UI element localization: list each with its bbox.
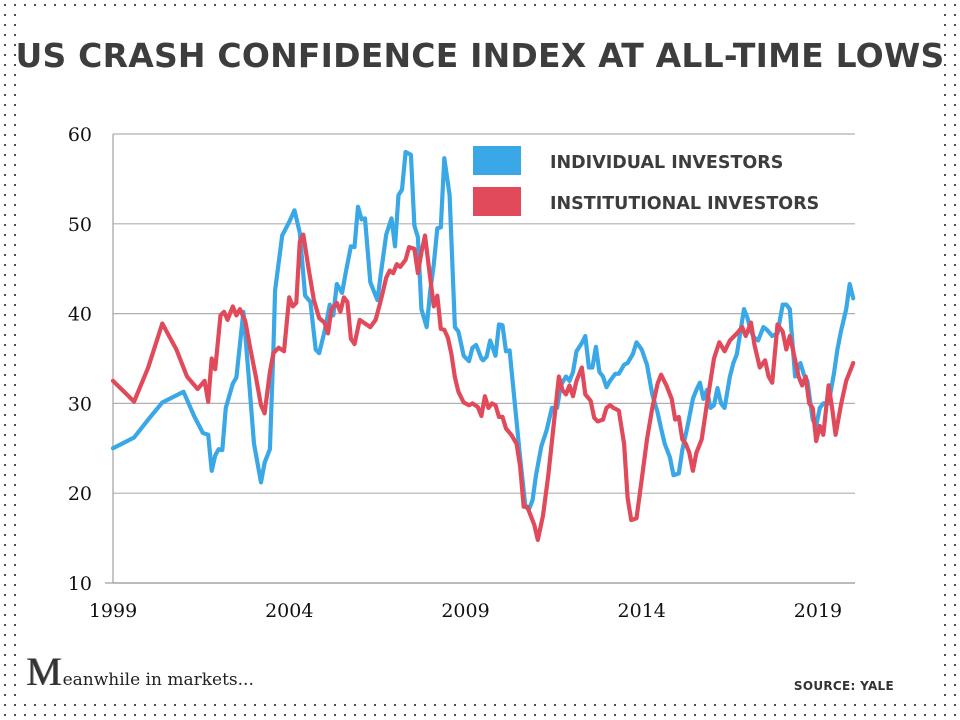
legend-label: INDIVIDUAL INVESTORS bbox=[550, 153, 783, 173]
x-tick-label: 2014 bbox=[618, 600, 666, 622]
x-tick-label: 2009 bbox=[441, 600, 489, 622]
x-tick-label: 2019 bbox=[794, 600, 842, 622]
y-tick-label: 10 bbox=[68, 573, 92, 595]
brand-text: eanwhile in markets... bbox=[62, 670, 254, 690]
y-tick-label: 50 bbox=[68, 214, 92, 236]
axes bbox=[105, 134, 855, 584]
y-tick-label: 60 bbox=[68, 124, 92, 146]
y-tick-label: 40 bbox=[68, 304, 92, 326]
x-tick-labels: 1999 2004 2009 2014 2019 bbox=[89, 600, 842, 622]
series-lines bbox=[110, 149, 856, 542]
legend-swatch-institutional bbox=[473, 187, 521, 216]
legend: INDIVIDUAL INVESTORS INSTITUTIONAL INVEST… bbox=[473, 146, 819, 216]
brand-logo: M eanwhile in markets... bbox=[26, 649, 254, 694]
series-line-institutional bbox=[110, 232, 856, 542]
legend-swatch-individual bbox=[473, 146, 521, 175]
chart-title: US CRASH CONFIDENCE INDEX AT ALL-TIME LO… bbox=[15, 36, 945, 75]
y-tick-label: 20 bbox=[68, 483, 92, 505]
brand-initial: M bbox=[26, 649, 62, 694]
x-tick-label: 1999 bbox=[89, 600, 137, 622]
y-tick-labels: 10 20 30 40 50 60 bbox=[68, 124, 92, 595]
legend-label: INSTITUTIONAL INVESTORS bbox=[550, 194, 819, 214]
x-tick-label: 2004 bbox=[265, 600, 313, 622]
source-credit: SOURCE: YALE bbox=[793, 679, 894, 693]
y-tick-label: 30 bbox=[68, 393, 92, 415]
